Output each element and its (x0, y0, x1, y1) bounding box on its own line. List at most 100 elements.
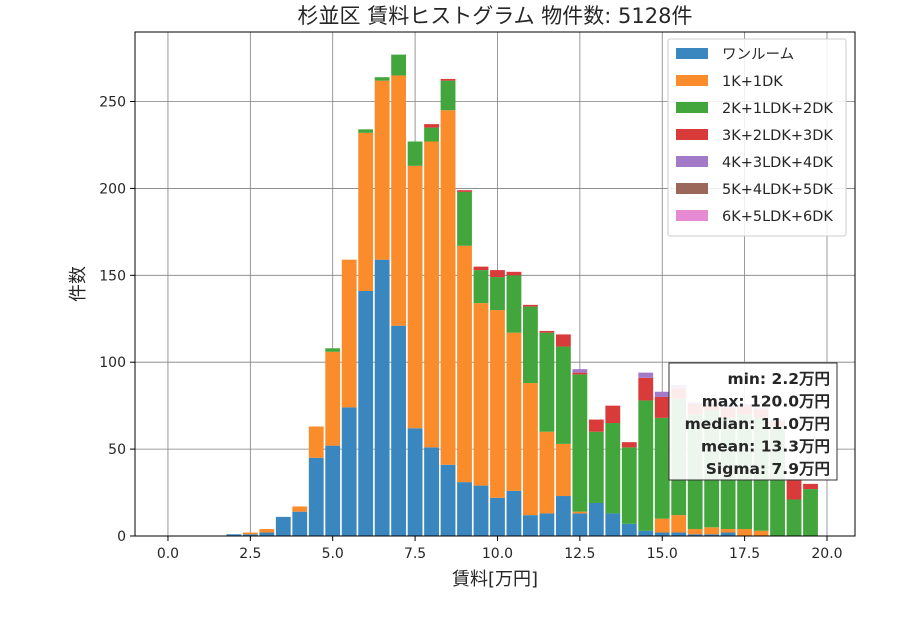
y-tick-label: 50 (108, 442, 126, 458)
bar-segment (638, 530, 654, 536)
x-tick-label: 10.0 (482, 546, 513, 562)
bar-segment (358, 132, 374, 291)
bar-segment (407, 428, 423, 536)
bar-segment (621, 447, 637, 524)
bar-segment (424, 447, 439, 536)
bar-segment (638, 372, 654, 378)
stats-line: median: 11.0万円 (685, 415, 830, 433)
legend-swatch (676, 48, 708, 59)
legend-label: 2K+1LDK+2DK (722, 101, 833, 117)
bar-segment (720, 532, 736, 536)
bar-segment (687, 534, 703, 536)
bar-segment (572, 369, 588, 373)
bar-segment (374, 77, 390, 81)
bar-segment (654, 417, 670, 519)
bar-segment (440, 78, 456, 81)
bar-segment (786, 480, 802, 500)
legend-label: ワンルーム (722, 47, 794, 63)
bar-segment (687, 529, 703, 535)
legend-swatch (676, 129, 708, 140)
bar-segment (671, 515, 687, 533)
bar-segment (440, 464, 456, 536)
bar-segment (605, 405, 621, 424)
x-tick-label: 5.0 (322, 546, 344, 562)
legend-label: 5K+4LDK+5DK (722, 182, 833, 198)
bar-segment (308, 426, 324, 458)
legend: ワンルーム 1K+1DK 2K+1LDK+2DK 3K+2LDK+3DK 4K+3LDK… (667, 38, 847, 237)
bar-segment (523, 515, 538, 536)
bar-segment (490, 310, 505, 498)
bar-segment (572, 372, 588, 375)
bar-segment (341, 259, 357, 408)
bar-segment (588, 502, 604, 536)
x-axis-label: 賃料[万円] (452, 569, 538, 590)
bar-segment (358, 129, 374, 133)
bar-segment (704, 527, 720, 535)
bar-segment (457, 482, 472, 536)
bar-segment (555, 496, 571, 536)
bar-segment (292, 511, 308, 536)
bar-segment (424, 127, 439, 142)
bar-segment (407, 141, 423, 166)
bar-segment (605, 513, 621, 536)
bar-segment (753, 530, 769, 536)
legend-label: 3K+2LDK+3DK (722, 128, 833, 144)
legend-label: 1K+1DK (722, 74, 783, 90)
bar-segment (275, 516, 291, 536)
stats-frame (668, 362, 838, 481)
bar-segment (473, 266, 489, 271)
x-tick-label: 17.5 (729, 546, 760, 562)
bar-segment (803, 483, 818, 490)
legend-swatch (676, 210, 708, 221)
bar-segment (242, 532, 258, 535)
bar-segment (374, 80, 390, 260)
bar-segment (457, 191, 472, 246)
bar-segment (555, 334, 571, 347)
bar-segment (621, 523, 637, 536)
y-tick-label: 0 (117, 529, 126, 545)
bar-segment (391, 325, 407, 536)
bar-segment (457, 245, 472, 483)
bar-segment (605, 423, 621, 514)
y-tick-label: 200 (99, 181, 126, 197)
bar-segment (654, 391, 670, 397)
bar-segment (325, 351, 341, 446)
bar-segment (325, 348, 341, 352)
bar-segment (523, 383, 538, 516)
bar-segment (407, 165, 423, 429)
legend-label: 6K+5LDK+6DK (722, 209, 833, 225)
x-tick-label: 12.5 (564, 546, 595, 562)
bar-segment (226, 534, 242, 536)
bar-segment (490, 497, 505, 536)
bar-segment (440, 80, 456, 111)
bar-segment (523, 304, 538, 307)
bar-segment (572, 374, 588, 512)
bar-segment (242, 534, 258, 536)
legend-label: 4K+3LDK+4DK (722, 155, 833, 171)
x-axis-ticks: 0.0 2.5 5.0 7.5 10.0 12.5 15.0 17.5 20.0 (157, 536, 843, 562)
x-tick-label: 7.5 (404, 546, 426, 562)
bar-segment (473, 303, 489, 486)
bar-segment (621, 442, 637, 448)
x-tick-label: 2.5 (239, 546, 261, 562)
legend-swatch (676, 156, 708, 167)
bar-segment (473, 485, 489, 536)
bar-segment (572, 513, 588, 536)
bar-segment (506, 490, 522, 536)
bar-segment (506, 332, 522, 491)
bar-segment (539, 431, 555, 514)
bar-segment (292, 506, 308, 512)
bar-segment (704, 534, 720, 536)
bar-segment (259, 532, 275, 536)
bar-segment (654, 518, 670, 533)
chart-title: 杉並区 賃料ヒストグラム 物件数: 5128件 (298, 4, 693, 28)
plot-frame (134, 31, 856, 537)
bar-segment (440, 110, 456, 465)
bar-segment (457, 190, 472, 192)
bar-segment (539, 330, 555, 333)
x-tick-label: 20.0 (811, 546, 842, 562)
bar-segment (803, 489, 818, 536)
stats-line: mean: 13.3万円 (701, 438, 830, 456)
legend-swatch (676, 102, 708, 113)
bar-segment (588, 431, 604, 503)
